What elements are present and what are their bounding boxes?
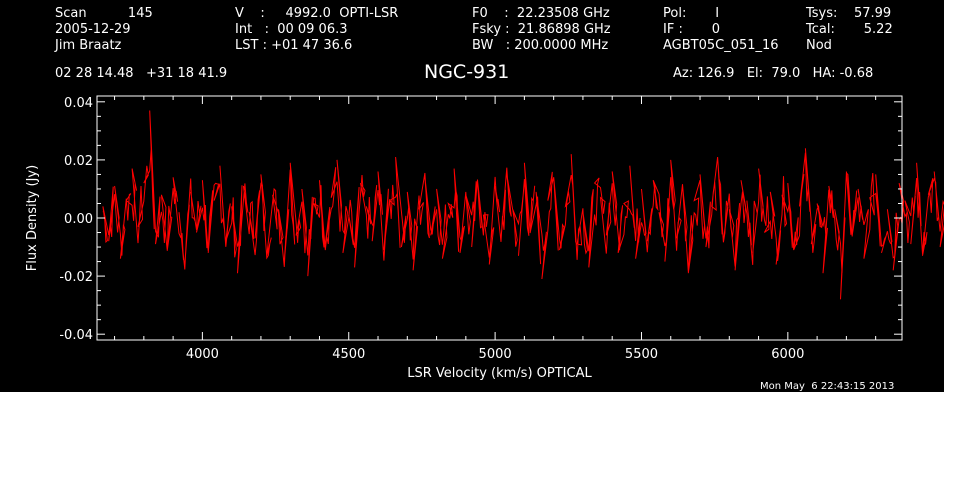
observer-label: Jim Braatz: [55, 38, 122, 53]
y-tick-label: -0.02: [59, 270, 93, 285]
integration-label: Int : 00 09 06.3: [235, 22, 348, 37]
velocity-label: V : 4992.0 OPTI-LSR: [235, 6, 399, 21]
source-title: NGC-931: [424, 61, 510, 83]
tsys-label: Tsys: 57.99: [806, 6, 892, 21]
scan-label: Scan 145: [55, 6, 153, 21]
y-axis-title: Flux Density (Jy): [25, 165, 40, 271]
f0-label: F0 : 22.23508 GHz: [472, 6, 610, 21]
coordinates-label: 02 28 14.48 +31 18 41.9: [55, 66, 228, 81]
project-label: AGBT05C_051_16: [663, 38, 779, 53]
x-tick-label: 4500: [332, 347, 365, 362]
y-tick-label: 0.04: [64, 96, 93, 111]
spectrum-trace: [102, 110, 944, 300]
bandwidth-label: BW : 200.0000 MHz: [472, 38, 609, 53]
timestamp-label: Mon May 6 22:43:15 2013: [760, 381, 895, 392]
date-label: 2005-12-29: [55, 22, 131, 37]
x-tick-label: 6000: [771, 347, 804, 362]
x-tick-label: 5000: [479, 347, 512, 362]
fsky-label: Fsky : 21.86898 GHz: [472, 22, 611, 37]
polarization-label: Pol: I: [663, 6, 720, 21]
procedure-label: Nod: [806, 38, 832, 53]
tick-layer: 4000 4500 5000 5500 6000 -0.04 -0.02 0.00 0.02 0.…: [59, 96, 902, 362]
spectrum-chart: 4000 4500 5000 5500 6000 -0.04 -0.02 0.00 0.02 0.…: [25, 95, 944, 381]
x-axis-title: LSR Velocity (km/s) OPTICAL: [407, 366, 592, 381]
if-label: IF : 0: [663, 22, 721, 37]
x-tick-label: 5500: [625, 347, 658, 362]
pointing-label: Az: 126.9 El: 79.0 HA: -0.68: [673, 66, 874, 81]
x-tick-label: 4000: [186, 347, 219, 362]
y-tick-label: 0.00: [64, 212, 93, 227]
trace-layer: [102, 110, 944, 300]
y-tick-label: -0.04: [59, 328, 93, 343]
tcal-label: Tcal: 5.22: [806, 22, 893, 37]
plot-panel: Scan 145 2005-12-29 Jim Braatz V : 4992.…: [0, 0, 944, 392]
lst-label: LST : +01 47 36.6: [235, 38, 353, 53]
y-tick-label: 0.02: [64, 154, 93, 169]
